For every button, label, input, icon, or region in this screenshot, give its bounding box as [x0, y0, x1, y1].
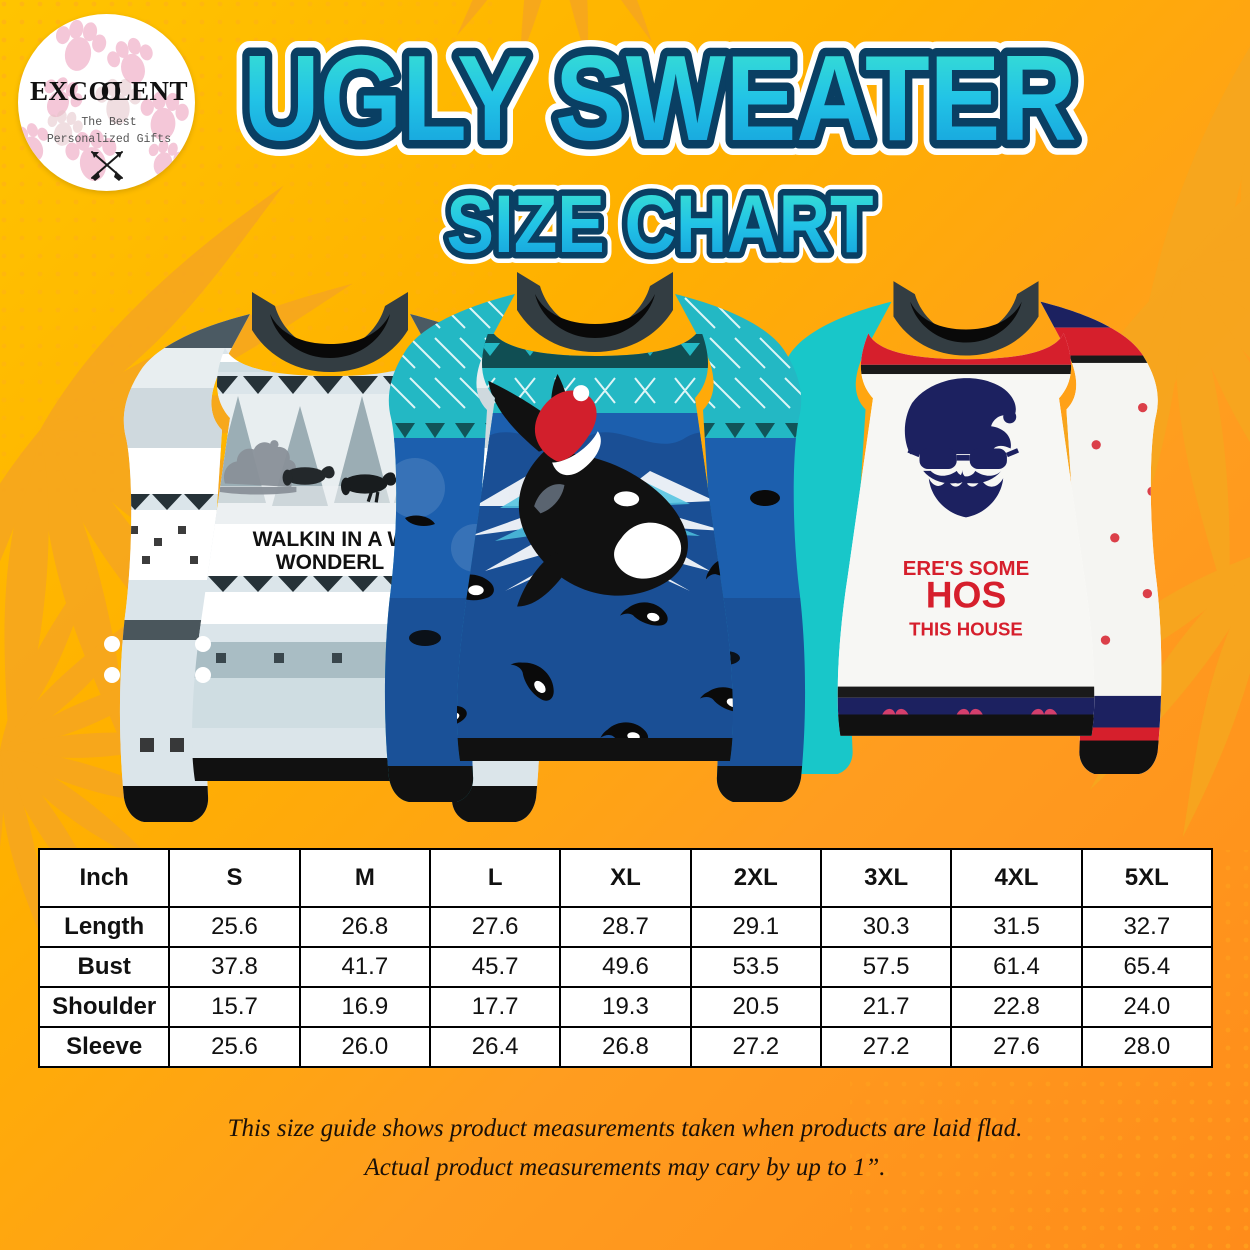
svg-text:WALKIN IN A W: WALKIN IN A W: [253, 528, 408, 551]
svg-text:HOS: HOS: [926, 574, 1007, 616]
svg-text:THIS HOUSE: THIS HOUSE: [909, 618, 1023, 639]
svg-text:WONDERL: WONDERL: [276, 551, 385, 574]
